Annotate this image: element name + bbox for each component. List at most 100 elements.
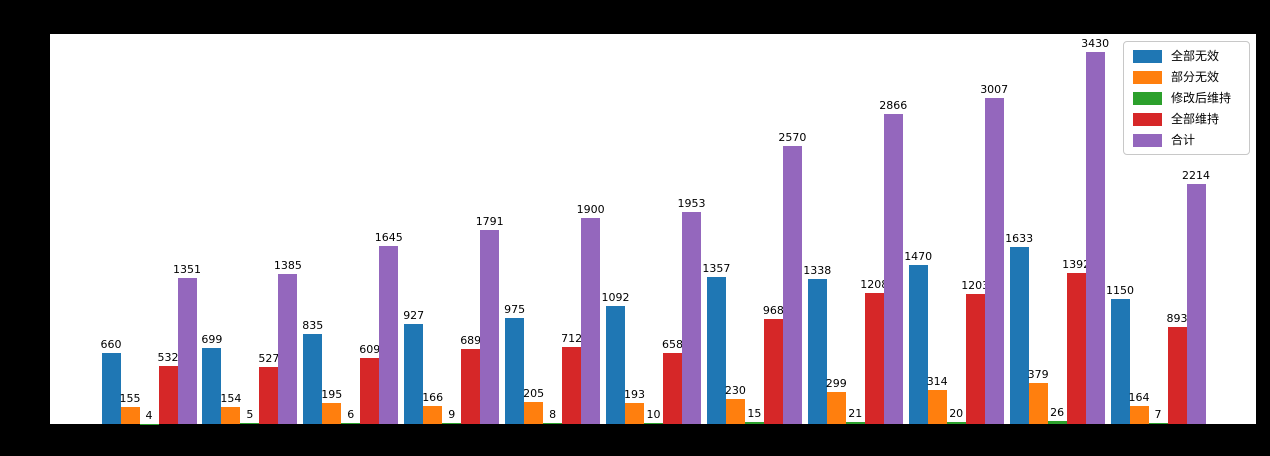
bar [725,399,745,424]
bar [461,349,481,424]
bar [807,279,827,424]
bar-value-label: 1633 [1005,232,1034,246]
legend-item: 全部无效 [1133,49,1240,63]
bar-value-label: 532 [157,351,179,365]
bar-value-label: 299 [825,376,847,390]
legend-item: 全部维持 [1133,112,1240,126]
bar [360,358,380,424]
bar-value-label: 9 [448,408,456,422]
bar-value-label: 835 [302,318,324,332]
bar-value-label: 3007 [980,83,1009,97]
bar [744,422,764,424]
bar [480,229,500,424]
bar [763,319,783,424]
legend-label: 全部无效 [1171,49,1220,63]
legend-swatch [1133,112,1162,126]
bar [883,113,903,424]
bar [927,389,947,424]
bar [625,403,644,424]
bar-value-label: 927 [403,308,425,322]
bar [259,366,279,424]
bar [177,277,197,424]
bar-value-label: 527 [258,351,280,365]
bar [1186,184,1206,424]
bar-value-label: 195 [321,387,343,401]
bar-value-label: 1791 [475,214,504,228]
bar-value-label: 1900 [576,203,605,217]
bar [581,218,601,424]
bar [240,423,260,424]
bar-value-label: 20 [949,406,964,420]
bar-value-label: 155 [119,392,141,406]
bar-value-label: 21 [848,406,863,420]
bar [864,293,884,424]
legend-label: 合计 [1171,133,1196,147]
bar-value-label: 1470 [904,249,933,263]
bar [908,264,928,424]
bar [826,391,846,424]
bar-value-label: 7 [1154,408,1162,422]
bar-value-label: 193 [624,388,645,402]
bar-value-label: 3430 [1081,37,1110,51]
bar [706,277,726,424]
bar-value-label: 314 [926,374,948,388]
bar [1085,52,1105,424]
bar-value-label: 164 [1128,391,1150,405]
bar [505,318,525,424]
bar [644,422,663,424]
bar [782,145,802,424]
bar-value-label: 712 [561,331,583,345]
legend: 全部无效部分无效修改后维持全部维持合计 [1123,41,1250,155]
bar-value-label: 154 [220,392,242,406]
legend-swatch [1133,49,1162,63]
bar-value-label: 1150 [1106,284,1134,298]
bar-value-label: 5 [246,408,254,422]
bar-value-label: 230 [724,384,746,398]
bar-value-label: 1392 [1062,258,1091,272]
legend-item: 合计 [1133,133,1240,147]
bar-value-label: 975 [504,303,526,317]
legend-swatch [1133,91,1162,105]
bar-value-label: 1338 [803,264,832,278]
bar [278,273,298,424]
bar-value-label: 10 [646,407,661,421]
bar [1167,327,1187,424]
bar-value-label: 1357 [702,262,731,275]
bar [202,348,222,424]
plot-area: 660 155 4 532 1351 699 154 5 527 1385 835 195 6 609 16… [49,33,1257,425]
bar-value-label: 1351 [173,262,201,276]
legend-swatch [1133,133,1162,147]
bar [663,352,682,424]
bar-value-label: 4 [145,408,153,422]
bar [562,346,582,424]
bar-value-label: 1953 [677,197,706,211]
bar [1066,273,1086,424]
bar-value-label: 1203 [961,278,990,292]
legend-item: 部分无效 [1133,70,1240,84]
bar [543,423,563,424]
bar [1028,382,1048,424]
bar-value-label: 2214 [1182,169,1210,183]
bar-value-label: 2866 [879,98,908,112]
bar-value-label: 1385 [273,258,302,272]
bar-value-label: 658 [662,337,683,351]
bar [423,406,443,424]
bar-value-label: 1645 [374,230,403,244]
bar-value-label: 166 [422,391,444,405]
bar [379,245,399,424]
bar-value-label: 6 [347,408,355,422]
bar [404,323,424,424]
bar-value-label: 1208 [860,278,889,292]
bar-value-label: 2570 [778,130,807,144]
legend-swatch [1133,70,1162,84]
bar-value-label: 1092 [601,290,630,304]
bar-value-label: 379 [1027,367,1049,381]
bar [1129,406,1149,424]
legend-label: 修改后维持 [1171,91,1232,105]
bar-value-label: 689 [460,334,482,348]
bar [984,98,1004,424]
legend-item: 修改后维持 [1133,91,1240,105]
bar-value-label: 15 [747,407,762,421]
bar [101,352,121,424]
